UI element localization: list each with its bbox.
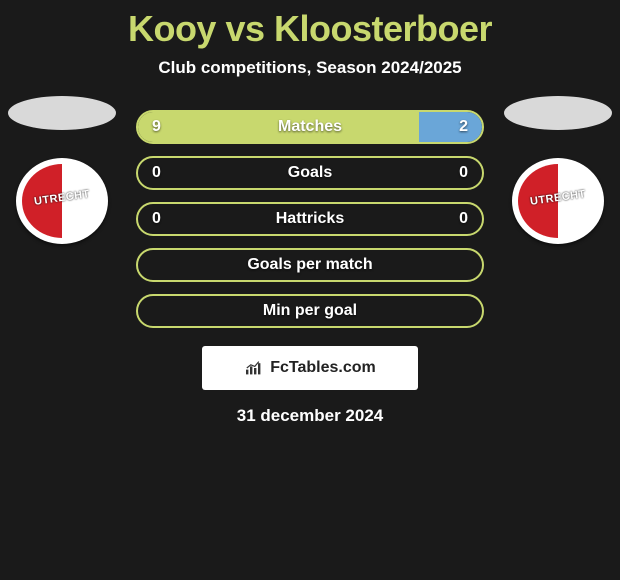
watermark-text: FcTables.com xyxy=(270,359,376,377)
right-player-col: UTRECHT xyxy=(504,96,612,244)
stat-value-right: 0 xyxy=(459,164,468,182)
stat-bar: 0 0 Goals xyxy=(136,156,484,190)
stat-bar: Min per goal xyxy=(136,294,484,328)
stat-label: Goals xyxy=(288,164,332,182)
stat-value-right: 0 xyxy=(459,210,468,228)
stat-bar: 9 2 Matches xyxy=(136,110,484,144)
stat-value-left: 9 xyxy=(152,118,161,136)
stat-label: Hattricks xyxy=(276,210,344,228)
stat-label: Min per goal xyxy=(263,302,357,320)
right-club-badge: UTRECHT xyxy=(512,158,604,244)
right-player-avatar xyxy=(504,96,612,130)
right-club-badge-text: UTRECHT xyxy=(512,186,604,211)
watermark[interactable]: FcTables.com xyxy=(202,346,418,390)
stat-label: Goals per match xyxy=(247,256,372,274)
left-club-badge: UTRECHT xyxy=(16,158,108,244)
date-line: 31 december 2024 xyxy=(0,390,620,426)
stat-value-left: 0 xyxy=(152,164,161,182)
page-subtitle: Club competitions, Season 2024/2025 xyxy=(0,58,620,96)
stat-bar: 0 0 Hattricks xyxy=(136,202,484,236)
left-player-avatar xyxy=(8,96,116,130)
chart-icon xyxy=(244,360,264,376)
stat-value-right: 2 xyxy=(459,118,468,136)
stat-label: Matches xyxy=(278,118,342,136)
stat-value-left: 0 xyxy=(152,210,161,228)
left-club-badge-text: UTRECHT xyxy=(16,186,108,211)
stat-bar: Goals per match xyxy=(136,248,484,282)
comparison-row: UTRECHT 9 2 Matches 0 0 Goals 0 0 Hattricks Goals… xyxy=(0,96,620,328)
stats-bars: 9 2 Matches 0 0 Goals 0 0 Hattricks Goals per mat… xyxy=(136,96,484,328)
left-player-col: UTRECHT xyxy=(8,96,116,244)
stat-fill-right xyxy=(419,112,482,142)
page-title: Kooy vs Kloosterboer xyxy=(0,0,620,58)
